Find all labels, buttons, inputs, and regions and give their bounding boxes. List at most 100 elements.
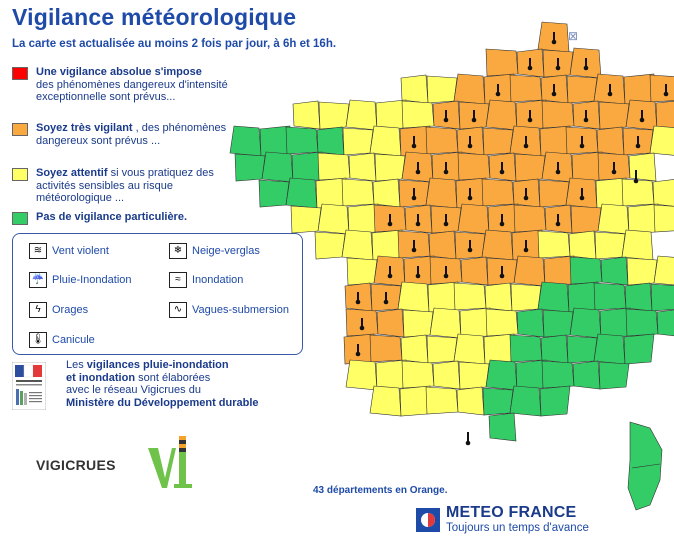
department-yellow[interactable] (371, 229, 403, 261)
department-green[interactable] (593, 282, 627, 311)
department-orange[interactable] (570, 205, 602, 234)
department-orange[interactable] (655, 100, 674, 131)
department-orange[interactable] (566, 75, 598, 104)
department-green[interactable] (261, 151, 294, 183)
department-green[interactable] (593, 333, 626, 365)
department-green[interactable] (600, 256, 629, 286)
department-yellow[interactable] (597, 203, 630, 235)
department-yellow[interactable] (348, 152, 377, 182)
department-yellow[interactable] (653, 204, 674, 233)
department-yellow[interactable] (426, 335, 458, 364)
department-green[interactable] (599, 307, 631, 339)
department-orange[interactable] (539, 125, 571, 157)
department-green[interactable] (482, 387, 514, 416)
department-green[interactable] (540, 334, 569, 364)
vigicrues-logo-text[interactable]: VIGICRUES (36, 457, 116, 473)
department-yellow[interactable] (485, 308, 519, 337)
department-yellow[interactable] (459, 307, 491, 339)
department-yellow[interactable] (484, 282, 513, 312)
department-yellow[interactable] (315, 177, 347, 209)
department-yellow[interactable] (375, 99, 407, 131)
department-green[interactable] (259, 125, 291, 157)
department-yellow[interactable] (456, 386, 485, 416)
department-orange[interactable] (543, 255, 575, 287)
department-orange[interactable] (457, 152, 491, 181)
department-green[interactable] (572, 360, 601, 390)
department-yellow[interactable] (432, 360, 461, 390)
department-orange[interactable] (425, 177, 458, 209)
department-green[interactable] (488, 412, 517, 442)
department-yellow[interactable] (649, 125, 674, 156)
department-yellow[interactable] (594, 231, 626, 260)
department-yellow[interactable] (374, 153, 406, 182)
department-yellow[interactable] (341, 229, 374, 261)
department-green[interactable] (623, 333, 655, 365)
department-yellow[interactable] (375, 359, 407, 391)
department-yellow[interactable] (317, 152, 351, 181)
department-yellow[interactable] (453, 333, 486, 365)
department-yellow[interactable] (652, 179, 674, 207)
department-yellow[interactable] (400, 334, 429, 364)
department-yellow[interactable] (427, 281, 459, 313)
department-yellow[interactable] (347, 203, 379, 235)
department-yellow[interactable] (318, 101, 350, 130)
department-yellow[interactable] (314, 231, 346, 260)
department-green[interactable] (234, 153, 266, 182)
department-orange[interactable] (369, 334, 403, 363)
department-yellow[interactable] (399, 385, 431, 417)
department-green[interactable] (515, 359, 547, 391)
department-green[interactable] (567, 281, 599, 313)
department-green[interactable] (229, 125, 262, 157)
department-yellow[interactable] (401, 100, 435, 129)
department-yellow[interactable] (429, 307, 462, 339)
department-yellow[interactable] (369, 125, 402, 157)
department-orange[interactable] (596, 126, 625, 156)
department-yellow[interactable] (400, 74, 429, 104)
department-yellow[interactable] (483, 333, 515, 365)
department-green[interactable] (258, 179, 290, 208)
department-yellow[interactable] (458, 361, 490, 390)
department-orange[interactable] (538, 179, 570, 208)
department-yellow[interactable] (621, 229, 654, 261)
department-green[interactable] (285, 126, 319, 155)
department-yellow[interactable] (537, 230, 571, 259)
department-orange[interactable] (598, 101, 630, 130)
department-green[interactable] (541, 360, 575, 389)
department-orange[interactable] (482, 127, 514, 156)
department-orange[interactable] (509, 74, 543, 103)
department-green[interactable] (566, 335, 598, 364)
department-orange[interactable] (460, 256, 489, 286)
department-yellow[interactable] (402, 309, 434, 338)
department-green[interactable] (516, 308, 545, 338)
department-yellow[interactable] (621, 178, 655, 207)
department-green[interactable] (291, 151, 323, 183)
department-orange[interactable] (513, 204, 547, 233)
department-green[interactable] (624, 282, 653, 312)
department-green[interactable] (569, 256, 603, 285)
department-yellow[interactable] (346, 257, 378, 286)
department-green[interactable] (650, 283, 674, 312)
department-orange[interactable] (481, 229, 514, 261)
department-orange[interactable] (457, 203, 490, 235)
department-yellow[interactable] (372, 178, 401, 208)
department-yellow[interactable] (426, 75, 458, 104)
close-icon[interactable]: ⊠ (568, 29, 579, 43)
department-yellow[interactable] (653, 255, 674, 286)
department-yellow[interactable] (453, 282, 487, 311)
department-green[interactable] (625, 308, 659, 337)
department-orange[interactable] (481, 178, 515, 207)
department-orange[interactable] (513, 255, 546, 287)
department-yellow[interactable] (317, 203, 350, 235)
department-yellow[interactable] (292, 100, 321, 130)
department-green[interactable] (509, 385, 542, 417)
department-green[interactable] (537, 281, 570, 313)
department-yellow[interactable] (628, 152, 657, 182)
department-yellow[interactable] (345, 359, 378, 391)
department-orange[interactable] (425, 126, 459, 155)
department-yellow[interactable] (626, 257, 658, 286)
vigicrues-logo[interactable] (146, 436, 196, 492)
department-green[interactable] (539, 385, 571, 417)
department-green[interactable] (542, 309, 574, 338)
department-green[interactable] (509, 334, 543, 363)
department-yellow[interactable] (568, 230, 597, 260)
